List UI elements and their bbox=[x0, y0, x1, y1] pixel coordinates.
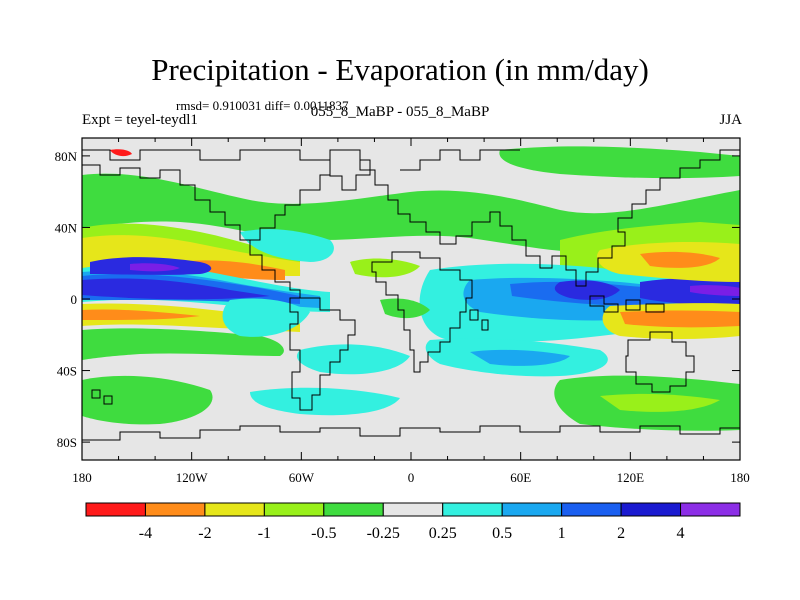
lat-tick-label: 0 bbox=[71, 292, 78, 307]
colorbar bbox=[85, 502, 741, 517]
coast-south-america bbox=[300, 297, 356, 411]
field-so-lime bbox=[600, 393, 720, 412]
colorbar-swatch bbox=[501, 502, 563, 517]
experiment-label: Expt = teyel-teydl1 bbox=[82, 112, 198, 128]
axis-ticks bbox=[81, 138, 741, 460]
field-south-indian-blue bbox=[470, 349, 570, 366]
colorbar-swatch bbox=[382, 502, 444, 517]
field-equatorial-darkblue bbox=[82, 278, 270, 300]
axis-tick-labels: 180 120W 60W 0 60E 120E 180 80N 40N 0 40S 80S bbox=[55, 149, 750, 485]
field-atlantic-lime bbox=[350, 258, 420, 278]
colorbar-swatch bbox=[204, 502, 265, 517]
field-npacific-orange bbox=[640, 251, 720, 268]
colorbar-swatch bbox=[85, 502, 146, 517]
field-africa-green bbox=[380, 298, 430, 319]
colorbar-labels: -4 -2 -1 -0.5 -0.25 0.25 0.5 1 2 4 bbox=[139, 525, 685, 542]
colorbar-label: 4 bbox=[677, 525, 685, 542]
field-pacific-purple bbox=[130, 263, 180, 272]
figure-title: Precipitation - Evaporation (in mm/day) bbox=[151, 52, 649, 87]
field-spacific-orange bbox=[620, 310, 740, 328]
coast-africa bbox=[371, 251, 473, 373]
lon-tick-label: 0 bbox=[408, 470, 415, 485]
coast-eurasia bbox=[340, 149, 740, 287]
colorbar-label: 1 bbox=[558, 525, 566, 542]
field-south-green bbox=[82, 328, 284, 360]
lon-tick-label: 180 bbox=[72, 470, 92, 485]
field-east-pacific-purple bbox=[690, 285, 740, 296]
lat-tick-label: 80S bbox=[57, 435, 77, 450]
coast-islands bbox=[91, 309, 489, 405]
field-samerica-cyan bbox=[222, 298, 310, 337]
coastlines bbox=[82, 149, 740, 441]
lat-tick-label: 80N bbox=[55, 149, 78, 164]
colorbar-label: -1 bbox=[258, 525, 271, 542]
colorbar-label: -4 bbox=[139, 525, 152, 542]
field-south-atlantic-cyan bbox=[296, 344, 410, 375]
colorbar-swatch bbox=[680, 502, 741, 517]
coast-australia bbox=[625, 331, 695, 393]
colorbar-swatch bbox=[561, 502, 622, 517]
coast-north-america bbox=[82, 149, 331, 411]
map-field bbox=[82, 138, 740, 460]
coast-maritime-continent bbox=[589, 295, 665, 313]
colorbar-swatch bbox=[442, 502, 503, 517]
colorbar-label: -0.25 bbox=[367, 525, 400, 542]
field-indo-darkblue bbox=[554, 280, 620, 300]
stats-label: rmsd= 0.910031 diff= 0.0011837 bbox=[176, 98, 349, 113]
field-so-green-1 bbox=[82, 375, 213, 425]
field-so-cyan bbox=[250, 387, 400, 416]
coast-antarctica bbox=[82, 425, 740, 441]
case-label: 055_8_MaBP - 055_8_MaBP bbox=[310, 104, 490, 120]
lon-tick-label: 120W bbox=[176, 470, 209, 485]
lat-tick-label: 40S bbox=[57, 364, 77, 379]
lon-tick-label: 120E bbox=[617, 470, 645, 485]
season-label: JJA bbox=[719, 112, 742, 128]
field-north-green-band bbox=[82, 173, 740, 253]
colorbar-label: -2 bbox=[198, 525, 211, 542]
lat-tick-label: 40N bbox=[55, 220, 78, 235]
coast-greenland bbox=[329, 149, 371, 191]
field-atlantic-cyan bbox=[240, 229, 334, 262]
lon-tick-label: 180 bbox=[730, 470, 750, 485]
colorbar-label: 0.5 bbox=[492, 525, 512, 542]
field-south-orange bbox=[82, 309, 200, 320]
lon-tick-label: 60W bbox=[289, 470, 315, 485]
colorbar-label: 0.25 bbox=[429, 525, 457, 542]
colorbar-swatch bbox=[263, 502, 325, 517]
lon-tick-label: 60E bbox=[510, 470, 531, 485]
colorbar-swatch bbox=[323, 502, 384, 517]
colorbar-swatch bbox=[620, 502, 682, 517]
colorbar-label: -0.5 bbox=[311, 525, 336, 542]
colorbar-swatch bbox=[144, 502, 206, 517]
field-arctic-red bbox=[110, 149, 132, 157]
colorbar-label: 2 bbox=[617, 525, 625, 542]
